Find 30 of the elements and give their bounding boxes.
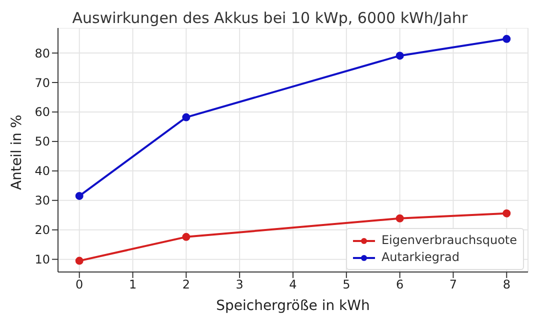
x-tick-label: 4 <box>289 278 297 292</box>
x-axis-title: Speichergröße in kWh <box>216 298 370 314</box>
point <box>502 34 511 43</box>
point <box>75 192 84 200</box>
chart-title: Auswirkungen des Akkus bei 10 kWp, 6000 kWh/Jahr <box>71 8 469 28</box>
x-tick-label: 3 <box>236 278 244 292</box>
point <box>182 232 190 241</box>
x-tick-label: 1 <box>128 278 137 292</box>
legend-label: Eigenverbrauchsquote <box>381 232 517 249</box>
x-tick-label: 0 <box>76 278 84 292</box>
legend-label: Autarkiegrad <box>381 249 460 266</box>
y-tick-label: 60 <box>34 105 50 120</box>
x-tick-label: 8 <box>502 278 510 292</box>
x-tick-label: 5 <box>342 278 350 292</box>
y-tick-label: 40 <box>34 164 50 178</box>
y-tick-label: 30 <box>34 194 50 208</box>
y-tick-label: 50 <box>34 134 50 149</box>
point <box>396 52 404 60</box>
y-tick-label: 20 <box>34 223 50 238</box>
x-tick-label: 7 <box>449 278 458 292</box>
y-tick-label: 10 <box>34 252 50 267</box>
point <box>182 113 190 122</box>
y-axis-title: Anteil in % <box>8 114 25 190</box>
y-tick-label: 70 <box>34 76 50 90</box>
point <box>502 209 511 218</box>
y-tick-label: 80 <box>34 46 50 60</box>
x-tick-label: 6 <box>396 278 404 292</box>
x-tick-label: 2 <box>182 278 190 292</box>
point <box>396 214 404 222</box>
point <box>75 256 84 265</box>
